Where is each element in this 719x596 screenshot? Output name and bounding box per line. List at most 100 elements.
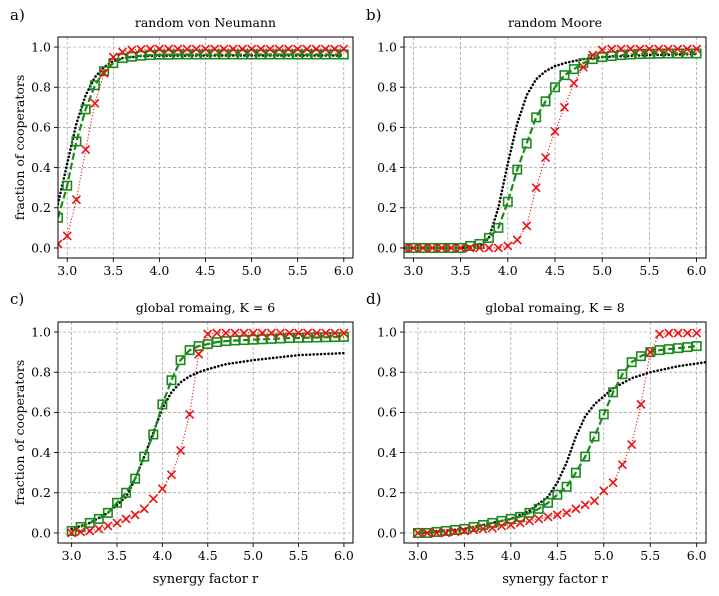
marker-square bbox=[292, 49, 303, 60]
marker-x bbox=[321, 328, 331, 338]
marker-x bbox=[157, 484, 167, 494]
y-tick-label: 0.4 bbox=[377, 160, 397, 175]
panel-d: 3.0 3.5 4.0 4.5 5.0 5.5 6.0 0.0 0.2 0.4 0.6 0.8 1.0 g… bbox=[366, 290, 707, 587]
series-group bbox=[58, 44, 349, 249]
x-tick-label: 5.0 bbox=[592, 263, 612, 278]
marker-square bbox=[112, 497, 123, 508]
y-tick-label: 0.8 bbox=[31, 80, 51, 95]
marker-x bbox=[339, 328, 349, 338]
marker-square bbox=[597, 52, 608, 63]
marker-square bbox=[559, 70, 570, 81]
marker-x bbox=[173, 44, 183, 54]
panel-label: c) bbox=[10, 290, 24, 308]
marker-square bbox=[163, 49, 174, 60]
x-tick-label: 4.5 bbox=[545, 263, 565, 278]
series-group bbox=[66, 328, 349, 538]
marker-x bbox=[571, 504, 581, 514]
marker-x bbox=[456, 243, 466, 253]
marker-square bbox=[568, 64, 579, 75]
y-tick-label: 0.6 bbox=[31, 120, 51, 135]
marker-x bbox=[599, 486, 609, 496]
x-tick-label: 4.0 bbox=[501, 548, 521, 563]
marker-x bbox=[474, 243, 485, 253]
axes-frame bbox=[57, 321, 354, 544]
marker-x bbox=[266, 328, 276, 338]
marker-square bbox=[459, 523, 470, 534]
marker-x bbox=[248, 328, 258, 338]
marker-x bbox=[136, 44, 146, 55]
x-tick-label: 6.0 bbox=[687, 548, 707, 563]
y-tick-label: 0.0 bbox=[31, 525, 51, 540]
y-tick-label: 0.2 bbox=[377, 200, 397, 215]
y-tick-label: 1.0 bbox=[377, 39, 397, 54]
marker-x bbox=[200, 44, 211, 54]
marker-x bbox=[62, 231, 72, 241]
y-tick-label: 0.8 bbox=[377, 80, 397, 95]
marker-x bbox=[145, 44, 155, 54]
marker-square bbox=[71, 136, 82, 147]
panel-label: a) bbox=[10, 6, 25, 24]
x-axis-label: synergy factor r bbox=[502, 572, 608, 587]
marker-x bbox=[663, 44, 673, 54]
x-tick-label: 3.0 bbox=[408, 548, 428, 563]
marker-x bbox=[221, 328, 231, 338]
marker-x bbox=[274, 44, 284, 54]
panel-a: 3.0 3.5 4.0 4.5 5.0 5.5 6.0 0.0 0.2 0.4 0.6 0.8 1.0 r… bbox=[10, 6, 354, 278]
marker-square bbox=[265, 49, 276, 60]
marker-square bbox=[154, 49, 165, 60]
marker-x bbox=[303, 328, 313, 338]
marker-x bbox=[682, 328, 692, 338]
y-tick-label: 0.2 bbox=[31, 200, 51, 215]
marker-x bbox=[212, 328, 222, 338]
marker-x bbox=[182, 44, 192, 54]
x-tick-label: 5.5 bbox=[639, 263, 659, 278]
marker-square bbox=[121, 487, 132, 498]
x-tick-label: 6.0 bbox=[334, 548, 354, 563]
y-tick-label: 0.6 bbox=[31, 405, 51, 420]
marker-square bbox=[616, 50, 627, 61]
marker-x bbox=[67, 528, 77, 538]
marker-x bbox=[578, 62, 588, 72]
marker-x bbox=[210, 44, 220, 54]
panel-b: 3.0 3.5 4.0 4.5 5.0 5.5 6.0 0.0 0.2 0.4 0.6 0.8 1.0 r… bbox=[366, 6, 707, 278]
y-axis-label: fraction of cooperators bbox=[12, 360, 27, 506]
marker-x bbox=[127, 45, 137, 55]
marker-square bbox=[515, 511, 526, 522]
marker-x bbox=[459, 526, 469, 536]
marker-x bbox=[237, 44, 247, 54]
marker-square bbox=[543, 497, 554, 508]
marker-x bbox=[284, 328, 295, 338]
marker-square bbox=[172, 49, 183, 60]
marker-x bbox=[512, 235, 522, 245]
x-tick-label: 4.0 bbox=[149, 263, 169, 278]
x-tick-label: 3.5 bbox=[451, 263, 471, 278]
x-tick-label: 5.0 bbox=[594, 548, 614, 563]
marker-x bbox=[503, 241, 513, 251]
marker-x bbox=[293, 44, 303, 54]
marker-x bbox=[441, 528, 451, 538]
marker-square bbox=[338, 49, 349, 60]
panel-title: random Moore bbox=[508, 15, 602, 30]
marker-x bbox=[191, 44, 201, 54]
marker-x bbox=[627, 439, 637, 450]
series-group bbox=[404, 44, 702, 253]
marker-x bbox=[493, 243, 503, 253]
y-tick-label: 0.6 bbox=[377, 405, 397, 420]
marker-x bbox=[81, 144, 91, 155]
marker-x bbox=[76, 527, 86, 537]
x-tick-label: 5.5 bbox=[640, 548, 660, 563]
marker-square bbox=[589, 431, 600, 442]
marker-square bbox=[80, 104, 91, 115]
marker-square bbox=[130, 473, 141, 484]
series-line-crosses bbox=[58, 48, 344, 245]
marker-square bbox=[598, 409, 609, 420]
y-tick-label: 0.0 bbox=[31, 240, 51, 255]
marker-x bbox=[607, 44, 617, 54]
marker-square bbox=[465, 240, 476, 251]
y-tick-label: 0.0 bbox=[377, 240, 397, 255]
marker-square bbox=[450, 524, 461, 535]
marker-x bbox=[108, 52, 118, 62]
x-tick-label: 3.0 bbox=[62, 548, 82, 563]
marker-x bbox=[312, 328, 322, 338]
